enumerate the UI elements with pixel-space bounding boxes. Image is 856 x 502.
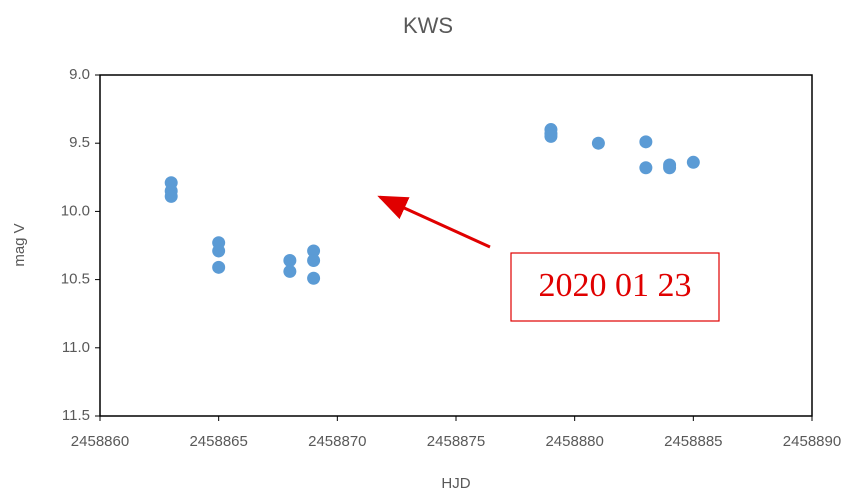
x-tick-label: 2458890 (783, 433, 841, 450)
x-tick-label: 2458875 (427, 433, 485, 450)
x-tick-label: 2458880 (545, 433, 603, 450)
point (544, 129, 558, 143)
point (283, 254, 297, 268)
point (307, 271, 321, 285)
y-tick-label: 9.0 (69, 66, 90, 83)
chart-title: KWS (403, 13, 453, 38)
point (686, 155, 700, 169)
point (639, 161, 653, 175)
arrow (377, 195, 491, 249)
point (591, 136, 605, 150)
y-axis-label: mag V (11, 223, 28, 266)
point (663, 161, 677, 175)
point (164, 189, 178, 203)
annotation: 2020 01 23 (539, 267, 692, 304)
x-tick-label: 2458870 (308, 433, 366, 450)
x-tick-label: 2458885 (664, 433, 722, 450)
y-tick-label: 11.5 (62, 407, 90, 424)
point (212, 244, 226, 258)
x-tick-label: 2458860 (71, 433, 129, 450)
plot-frame (99, 74, 813, 417)
x-tick-label: 2458865 (189, 433, 247, 450)
y-tick-label: 9.5 (69, 134, 90, 151)
y-tick-label: 10.0 (61, 202, 90, 219)
point (212, 260, 226, 274)
point (307, 254, 321, 268)
point (639, 135, 653, 149)
y-tick-label: 10.5 (61, 271, 90, 288)
annotation-box (510, 252, 720, 322)
x-axis-label: HJD (441, 475, 470, 492)
point (283, 264, 297, 278)
point (307, 244, 321, 258)
y-tick-label: 11.0 (62, 339, 90, 356)
